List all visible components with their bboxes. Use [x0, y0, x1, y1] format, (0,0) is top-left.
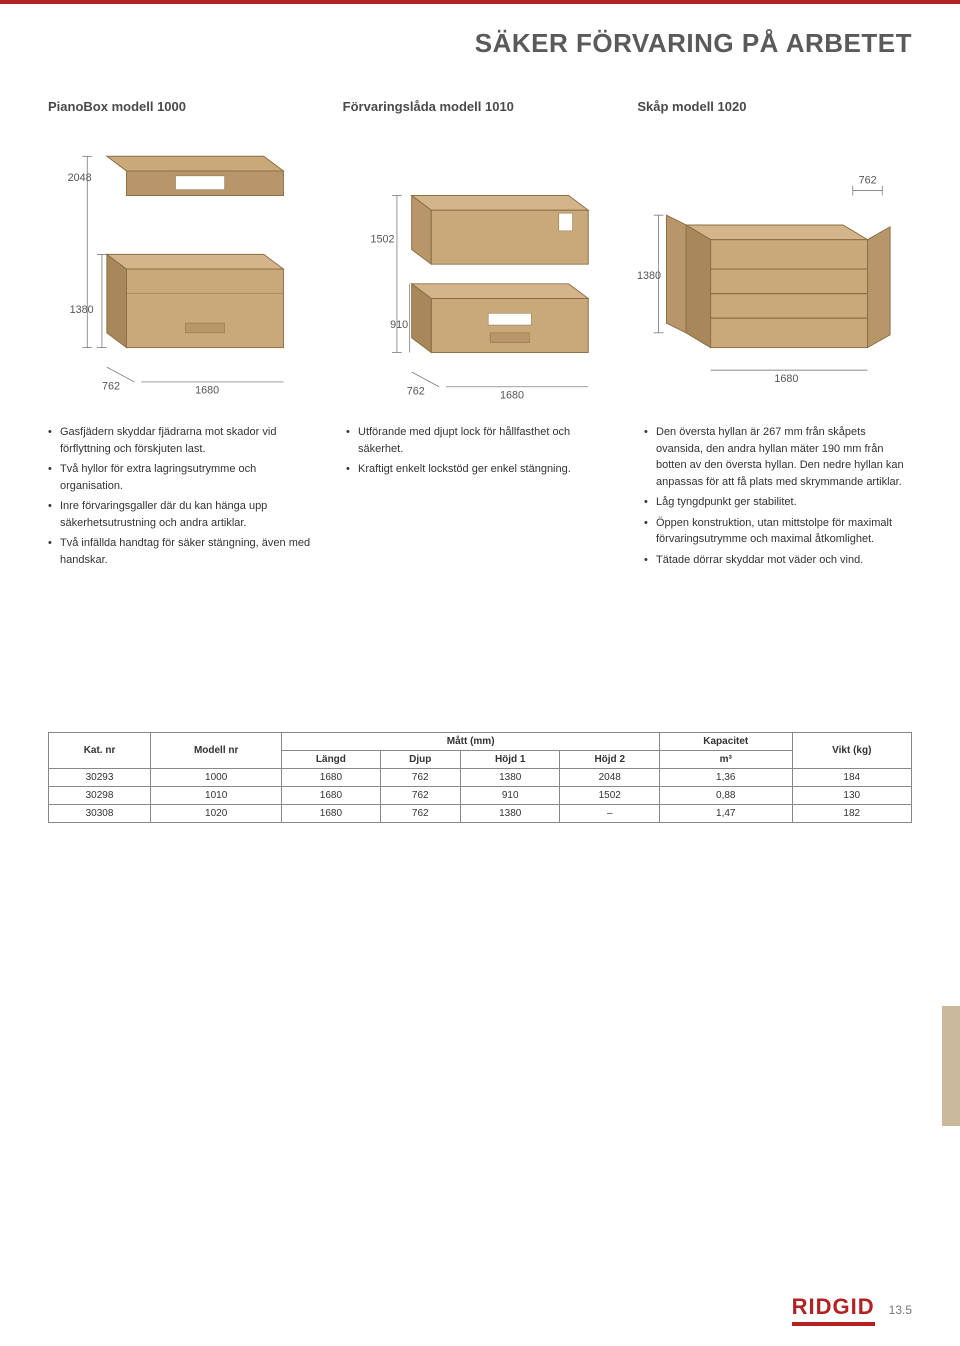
table-row: 30308 1020 1680 762 1380 – 1,47 182: [49, 805, 912, 823]
cell: 1380: [460, 769, 560, 787]
bullets-list-3: Den översta hyllan är 267 mm från skåpet…: [644, 424, 912, 568]
spec-table: Kat. nr Modell nr Mått (mm) Kapacitet Vi…: [48, 732, 912, 823]
product-heading-1: PianoBox modell 1000: [48, 99, 323, 114]
bullet-item: Två hyllor för extra lagringsutrymme och…: [48, 461, 316, 494]
dim-762-1: 762: [102, 381, 120, 393]
th-kapacitet: Kapacitet: [660, 733, 793, 751]
cell: 30293: [49, 769, 151, 787]
dim-2048: 2048: [68, 172, 92, 184]
cell: 30308: [49, 805, 151, 823]
footer: RIDGID 13.5: [792, 1294, 912, 1326]
bullets-list-2: Utförande med djupt lock för hållfasthet…: [346, 424, 614, 478]
bullet-item: Utförande med djupt lock för hållfasthet…: [346, 424, 614, 457]
diagram-2: 1502 910 762 1680: [343, 134, 618, 414]
bullet-item: Den översta hyllan är 267 mm från skåpet…: [644, 424, 912, 490]
cell: 1680: [282, 787, 380, 805]
bullet-item: Öppen konstruktion, utan mittstolpe för …: [644, 515, 912, 548]
dim-1380-1: 1380: [70, 304, 94, 316]
table-body: 30293 1000 1680 762 1380 2048 1,36 184 3…: [49, 769, 912, 823]
bullet-item: Inre förvaringsgaller där du kan hänga u…: [48, 498, 316, 531]
cell: –: [560, 805, 660, 823]
th-djup: Djup: [380, 751, 460, 769]
dim-910: 910: [390, 319, 408, 331]
page-title: SÄKER FÖRVARING PÅ ARBETET: [0, 4, 960, 99]
cell: 1010: [151, 787, 282, 805]
product-pianobox: PianoBox modell 1000: [48, 99, 323, 414]
bullet-item: Gasfjädern skyddar fjädrarna mot skador …: [48, 424, 316, 457]
dim-1502: 1502: [370, 234, 394, 246]
cell: 762: [380, 769, 460, 787]
cell: 910: [460, 787, 560, 805]
cell: 1502: [560, 787, 660, 805]
ridgid-logo: RIDGID: [792, 1294, 875, 1326]
cell: 1680: [282, 769, 380, 787]
product-skap: Skåp modell 1020: [637, 99, 912, 414]
cell: 762: [380, 787, 460, 805]
cell: 130: [792, 787, 911, 805]
diagram-1: 2048 1380 762 1680: [48, 134, 323, 414]
dim-1680-1: 1680: [195, 385, 219, 397]
bullet-item: Tätade dörrar skyddar mot väder och vind…: [644, 552, 912, 569]
cell: 1380: [460, 805, 560, 823]
dim-1680-2: 1680: [500, 390, 524, 402]
cell: 184: [792, 769, 911, 787]
th-m3: m³: [660, 751, 793, 769]
cell: 182: [792, 805, 911, 823]
bullets-col-2: Utförande med djupt lock för hållfasthet…: [346, 424, 614, 572]
product-forvaringslada: Förvaringslåda modell 1010: [343, 99, 618, 414]
th-modell: Modell nr: [151, 733, 282, 769]
product-heading-3: Skåp modell 1020: [637, 99, 912, 114]
dim-1680-3: 1680: [775, 373, 799, 385]
bullet-item: Kraftigt enkelt lockstöd ger enkel stäng…: [346, 461, 614, 478]
diagram-3: 762 1380 1680: [637, 134, 912, 414]
bullet-item: Låg tyngdpunkt ger stabilitet.: [644, 494, 912, 511]
cell: 1,47: [660, 805, 793, 823]
side-tab: [942, 1006, 960, 1126]
cell: 1020: [151, 805, 282, 823]
cell: 1000: [151, 769, 282, 787]
cell: 0,88: [660, 787, 793, 805]
cell: 762: [380, 805, 460, 823]
th-matt: Mått (mm): [282, 733, 660, 751]
bullet-item: Två infällda handtag för säker stängning…: [48, 535, 316, 568]
bullets-col-3: Den översta hyllan är 267 mm från skåpet…: [644, 424, 912, 572]
bullets-list-1: Gasfjädern skyddar fjädrarna mot skador …: [48, 424, 316, 568]
th-hojd2: Höjd 2: [560, 751, 660, 769]
dim-1380-3: 1380: [637, 270, 661, 282]
cell: 1,36: [660, 769, 793, 787]
bullets-col-1: Gasfjädern skyddar fjädrarna mot skador …: [48, 424, 316, 572]
cell: 1680: [282, 805, 380, 823]
product-heading-2: Förvaringslåda modell 1010: [343, 99, 618, 114]
cell: 30298: [49, 787, 151, 805]
th-vikt: Vikt (kg): [792, 733, 911, 769]
th-hojd1: Höjd 1: [460, 751, 560, 769]
spec-table-wrap: Kat. nr Modell nr Mått (mm) Kapacitet Vi…: [0, 572, 960, 823]
cell: 2048: [560, 769, 660, 787]
th-langd: Längd: [282, 751, 380, 769]
dim-762-2: 762: [406, 386, 424, 398]
table-row: 30298 1010 1680 762 910 1502 0,88 130: [49, 787, 912, 805]
bullets-row: Gasfjädern skyddar fjädrarna mot skador …: [0, 414, 960, 572]
table-row: 30293 1000 1680 762 1380 2048 1,36 184: [49, 769, 912, 787]
page-number: 13.5: [889, 1303, 912, 1317]
th-kat: Kat. nr: [49, 733, 151, 769]
dim-762-3: 762: [859, 175, 877, 187]
products-row: PianoBox modell 1000: [0, 99, 960, 414]
